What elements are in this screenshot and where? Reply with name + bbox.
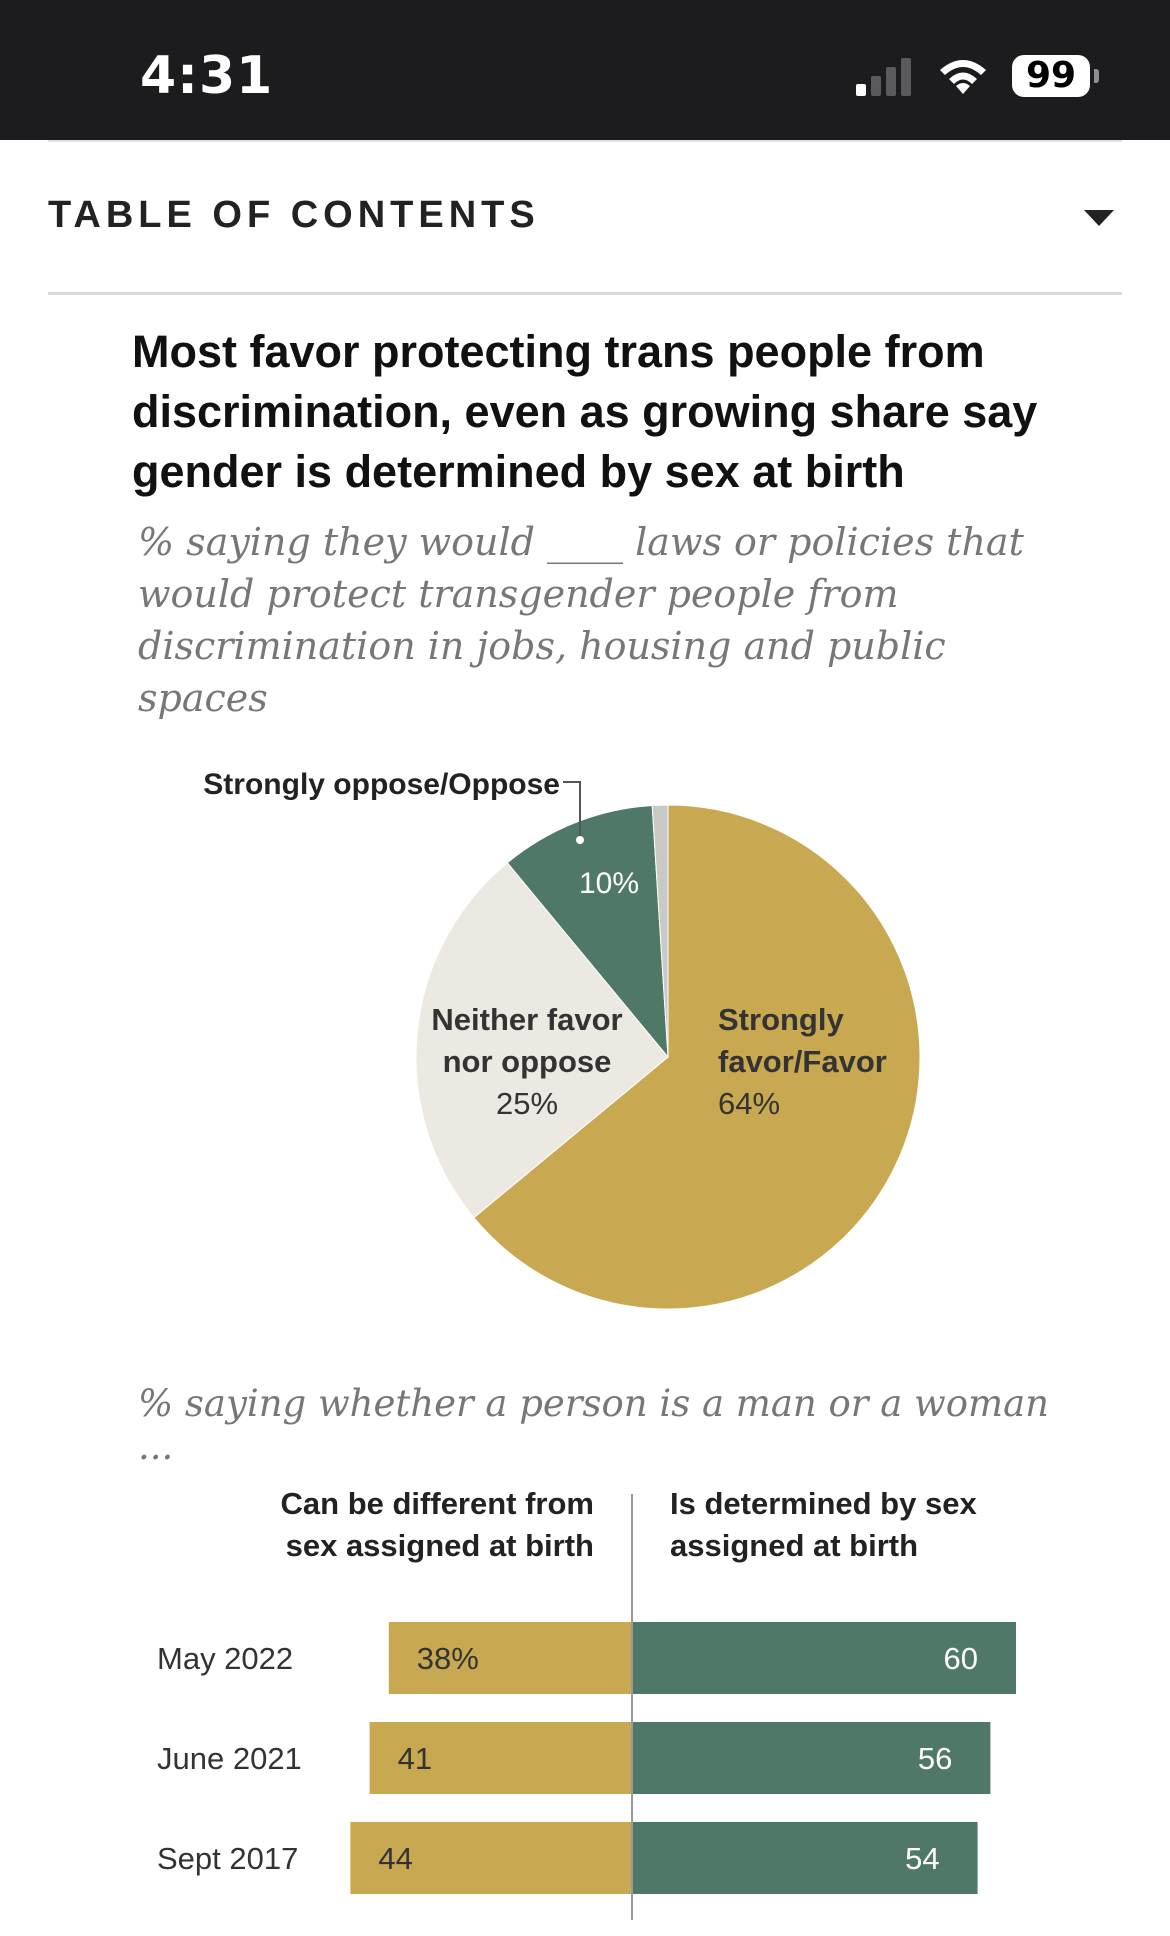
- bar-value-different: 41: [398, 1741, 432, 1776]
- battery-icon: 99: [1012, 55, 1099, 97]
- status-time: 4:31: [140, 46, 274, 106]
- series-header-left-line2: sex assigned at birth: [286, 1528, 594, 1563]
- bar-category-label: June 2021: [157, 1741, 302, 1776]
- slice-value-neither: 25%: [496, 1086, 558, 1121]
- pie-slice-no-answer: [651, 804, 669, 1058]
- caret-down-icon[interactable]: [1084, 210, 1114, 228]
- wifi-icon: [940, 60, 986, 94]
- bar-value-different: 44: [378, 1841, 412, 1876]
- callout-dot: [576, 836, 584, 844]
- bar-value-determined: 56: [918, 1741, 952, 1776]
- slice-label-favor-line1: Strongly: [718, 1002, 844, 1037]
- bar-different: [388, 1622, 632, 1694]
- pie-chart: Strongly oppose/Oppose 10% Strongly favo…: [203, 768, 921, 1310]
- cellular-signal-icon: [856, 58, 911, 96]
- pie-slice-oppose: [506, 804, 669, 1059]
- bar-chart: Can be different from sex assigned at bi…: [157, 1486, 1016, 1920]
- bar-different: [350, 1822, 632, 1894]
- slice-label-oppose: Strongly oppose/Oppose: [203, 768, 560, 801]
- slice-label-neither-line2: nor oppose: [443, 1044, 612, 1079]
- bar-value-different: 38%: [417, 1641, 479, 1676]
- chart-subtitle: % saying they would ____ laws or policie…: [138, 520, 1024, 720]
- bar-value-determined: 60: [944, 1641, 978, 1676]
- slice-label-favor-line2: favor/Favor: [718, 1044, 887, 1079]
- bar-determined: [632, 1622, 1016, 1694]
- battery-level: 99: [1025, 55, 1077, 96]
- callout-line: [563, 781, 581, 838]
- bar-different: [369, 1722, 632, 1794]
- slice-value-oppose: 10%: [579, 867, 639, 900]
- series-header-right-line1: Is determined by sex: [670, 1486, 977, 1521]
- pie-slice-neither: [415, 862, 669, 1219]
- bar-value-determined: 54: [905, 1841, 939, 1876]
- status-bar: 4:31 99: [0, 0, 1170, 140]
- series-header-right-line2: assigned at birth: [670, 1528, 918, 1563]
- bar-category-label: May 2022: [157, 1641, 293, 1676]
- bar-determined: [632, 1722, 991, 1794]
- pie-slice-favor: [473, 804, 921, 1310]
- series-header-left-line1: Can be different from: [281, 1486, 594, 1521]
- bar-determined: [632, 1822, 978, 1894]
- chart-title: Most favor protecting trans people from …: [132, 326, 1038, 497]
- toc-label: TABLE OF CONTENTS: [48, 194, 540, 236]
- bar-category-label: Sept 2017: [157, 1841, 298, 1876]
- slice-label-neither-line1: Neither favor: [431, 1002, 622, 1037]
- bar-chart-subtitle: % saying whether a person is a man or a …: [138, 1382, 1049, 1468]
- battery-nub: [1094, 69, 1099, 83]
- status-icons: 99: [856, 52, 1099, 100]
- table-of-contents-toggle[interactable]: TABLE OF CONTENTS: [48, 142, 1122, 292]
- divider: [48, 292, 1122, 295]
- slice-value-favor: 64%: [718, 1086, 780, 1121]
- divider: [48, 140, 1122, 142]
